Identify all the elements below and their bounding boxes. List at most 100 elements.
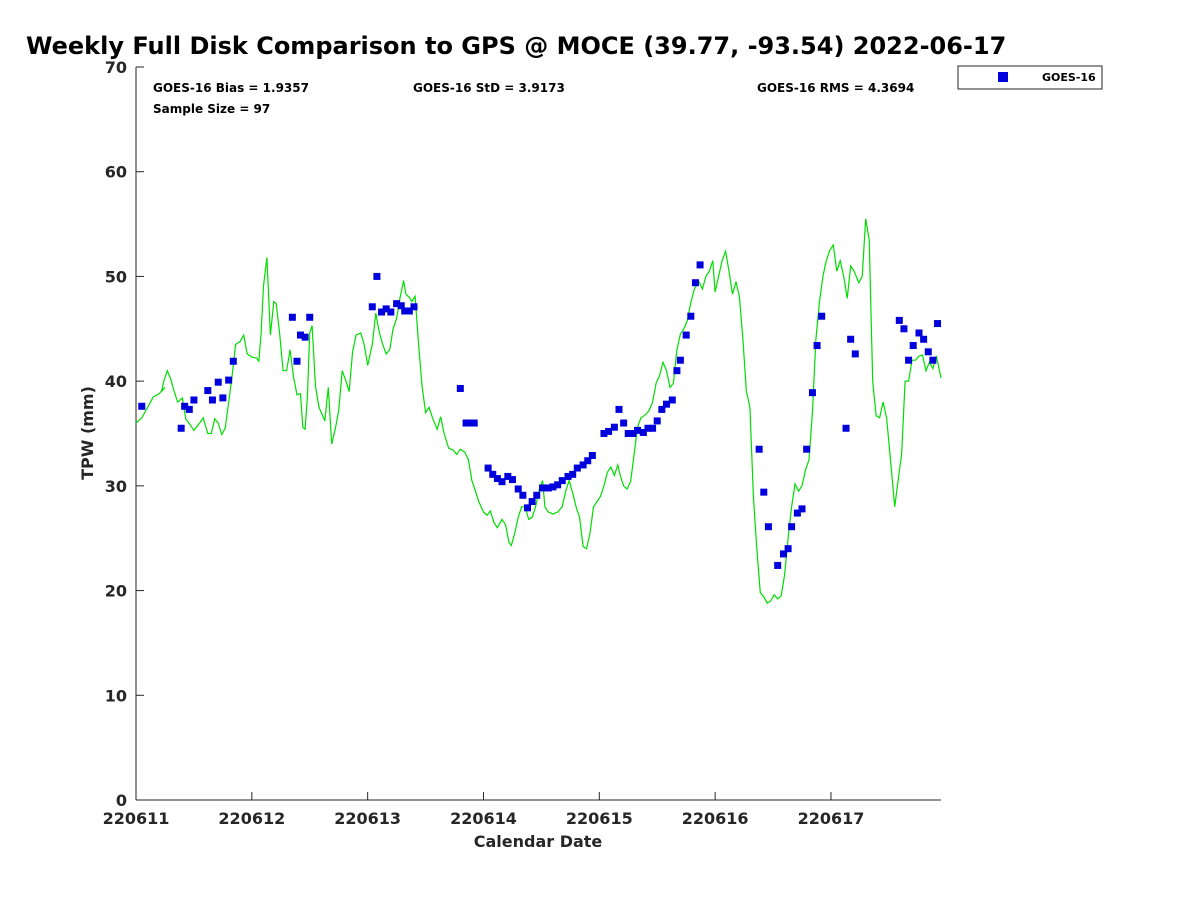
x-ticks: 220611 220612 220613 220614 220615 220616 2206… <box>103 792 865 828</box>
goes-16-point <box>229 357 237 365</box>
goes-16-point <box>929 356 937 364</box>
goes-16-point <box>523 504 531 512</box>
goes-16-point <box>498 478 506 486</box>
chart-title: Weekly Full Disk Comparison to GPS @ MOC… <box>26 32 1006 60</box>
goes-16-point <box>588 451 596 459</box>
goes-16-series <box>138 261 942 569</box>
goes-16-point <box>673 367 681 375</box>
y-ticks: 0 10 20 30 40 50 60 70 <box>105 58 144 810</box>
goes-16-point <box>764 523 772 531</box>
goes-16-point <box>219 394 227 402</box>
goes-16-point <box>803 445 811 453</box>
goes-16-point <box>851 350 859 358</box>
goes-16-point <box>544 484 552 492</box>
gps-line <box>135 218 942 604</box>
goes-16-point <box>519 491 527 499</box>
legend-box <box>957 65 1103 90</box>
goes-16-point <box>539 484 547 492</box>
goes-16-point <box>293 357 301 365</box>
goes-16-point <box>924 348 932 356</box>
goes-16-point <box>649 424 657 432</box>
goes-16-point <box>401 307 409 315</box>
y-axis-label: TPW (mm) <box>78 386 97 480</box>
goes-16-point <box>378 308 386 316</box>
goes-16-point <box>920 335 928 343</box>
goes-16-point <box>847 335 855 343</box>
y-tick-label: 70 <box>105 58 127 77</box>
goes-16-point <box>456 384 464 392</box>
goes-16-point <box>564 472 572 480</box>
goes-16-point <box>687 312 695 320</box>
goes-16-point <box>653 417 661 425</box>
goes-16-point <box>397 302 405 310</box>
goes-16-point <box>528 498 536 506</box>
goes-16-point <box>676 356 684 364</box>
goes-16-point <box>225 376 233 384</box>
y-tick-label: 20 <box>105 582 127 601</box>
goes-16-point <box>691 279 699 287</box>
goes-16-point <box>462 419 470 427</box>
std-stat: GOES-16 StD = 3.9173 <box>413 81 565 95</box>
goes-16-point <box>214 378 222 386</box>
goes-16-point <box>573 464 581 472</box>
y-tick-label: 10 <box>105 686 127 705</box>
y-tick-label: 0 <box>116 791 127 810</box>
bias-stat: GOES-16 Bias = 1.9357 <box>153 81 309 95</box>
goes-16-point <box>204 387 212 395</box>
goes-16-point <box>760 488 768 496</box>
goes-16-point <box>177 424 185 432</box>
goes-16-point <box>579 461 587 469</box>
goes-16-point <box>208 396 216 404</box>
legend-label-goes-16: GOES-16 <box>1042 71 1096 84</box>
goes-16-point <box>387 308 395 316</box>
goes-16-point <box>682 331 690 339</box>
goes-16-point <box>755 445 763 453</box>
goes-16-point <box>368 303 376 311</box>
goes-16-point <box>493 475 501 483</box>
y-tick-label: 30 <box>105 477 127 496</box>
goes-16-point <box>405 307 413 315</box>
legend-marker <box>998 72 1008 82</box>
goes-16-point <box>895 316 903 324</box>
goes-16-point <box>306 313 314 321</box>
goes-16-point <box>382 305 390 313</box>
goes-16-point <box>774 561 782 569</box>
goes-16-point <box>410 303 418 311</box>
goes-16-point <box>842 424 850 432</box>
goes-16-point <box>818 312 826 320</box>
x-tick-label: 220616 <box>682 809 749 828</box>
goes-16-point <box>900 325 908 333</box>
goes-16-point <box>533 491 541 499</box>
goes-16-point <box>558 477 566 485</box>
x-tick-label: 220611 <box>103 809 170 828</box>
goes-16-point <box>696 261 704 269</box>
x-tick-label: 220617 <box>798 809 865 828</box>
gps-series <box>135 218 942 604</box>
goes-16-point <box>508 476 516 484</box>
sample-size-stat: Sample Size = 97 <box>153 102 270 116</box>
goes-16-point <box>658 405 666 413</box>
legend: GOES-16 <box>957 65 1103 90</box>
y-tick-label: 50 <box>105 267 127 286</box>
x-tick-label: 220615 <box>566 809 633 828</box>
goes-16-point <box>185 405 193 413</box>
goes-16-point <box>905 356 913 364</box>
goes-16-point <box>793 509 801 517</box>
goes-16-point <box>288 313 296 321</box>
goes-16-point <box>629 430 637 437</box>
goes-16-point <box>296 331 304 339</box>
goes-16-point <box>549 483 557 491</box>
goes-16-point <box>373 272 381 280</box>
goes-16-point <box>484 464 492 472</box>
goes-16-point <box>784 545 792 553</box>
goes-16-point <box>138 402 146 410</box>
goes-16-point <box>569 470 577 478</box>
x-tick-label: 220612 <box>218 809 285 828</box>
goes-16-point <box>504 472 512 480</box>
goes-16-point <box>634 426 642 434</box>
goes-16-point <box>798 505 806 513</box>
goes-16-point <box>662 400 670 408</box>
goes-16-point <box>813 342 821 350</box>
x-tick-label: 220613 <box>334 809 401 828</box>
stats-annotations: GOES-16 Bias = 1.9357 GOES-16 StD = 3.91… <box>153 81 914 116</box>
